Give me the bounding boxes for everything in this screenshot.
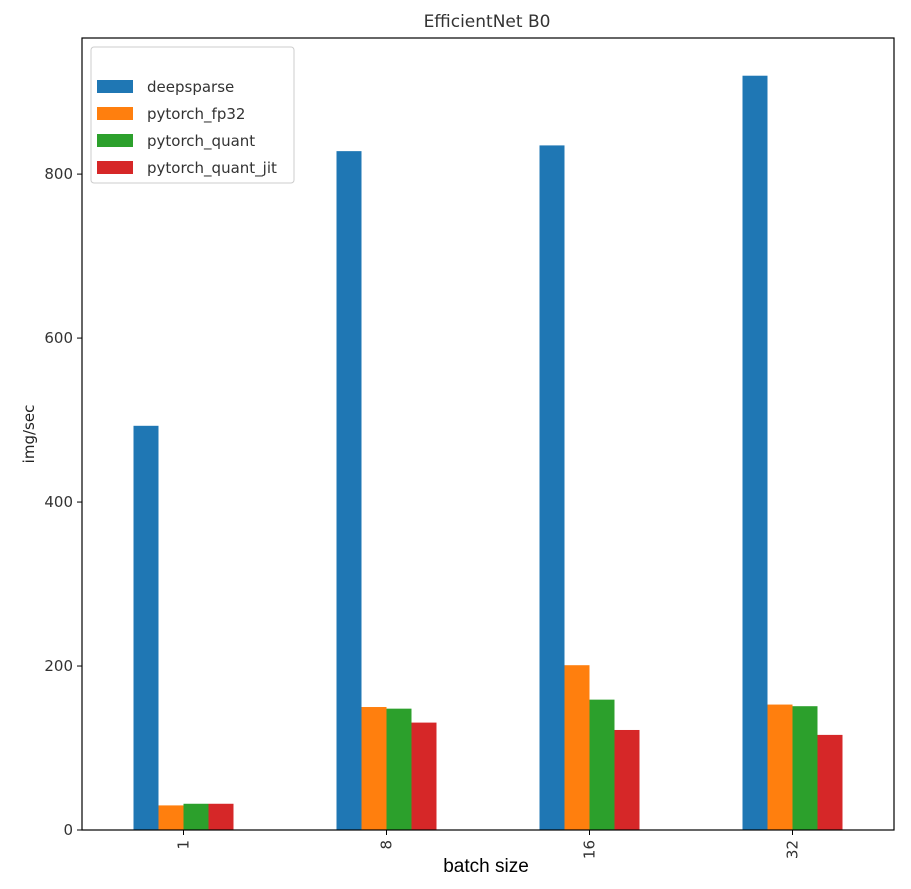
y-tick-label: 600 bbox=[44, 329, 73, 347]
legend-label: pytorch_quant bbox=[147, 132, 255, 151]
y-tick-label: 200 bbox=[44, 657, 73, 675]
x-tick-label: 32 bbox=[784, 840, 802, 859]
y-tick-label: 400 bbox=[44, 493, 73, 511]
legend-label: pytorch_fp32 bbox=[147, 105, 245, 124]
bar-pytorch-fp32-32 bbox=[767, 704, 793, 830]
x-tick-label: 1 bbox=[175, 840, 193, 850]
bar-pytorch-quant-jit-1 bbox=[208, 803, 234, 830]
plot-frame bbox=[81, 37, 895, 831]
legend-label: deepsparse bbox=[147, 78, 234, 96]
bar-pytorch-quant-jit-8 bbox=[411, 722, 437, 830]
bar-pytorch-quant-32 bbox=[792, 706, 818, 830]
legend-swatch bbox=[97, 107, 133, 120]
y-tick-label: 800 bbox=[44, 165, 73, 183]
bar-deepsparse-32 bbox=[742, 75, 768, 830]
legend-items: deepsparse pytorch_fp32 pytorch_quantpytor… bbox=[97, 78, 277, 178]
y-tick-label: 0 bbox=[63, 821, 73, 839]
legend-swatch bbox=[97, 134, 133, 147]
legend: deepsparse pytorch_fp32 pytorch_quantpytor… bbox=[90, 46, 295, 184]
bar-pytorch-quant-8 bbox=[386, 708, 412, 830]
bar-pytorch-quant-jit-32 bbox=[817, 734, 843, 830]
y-axis-title: img/sec bbox=[20, 405, 38, 464]
legend-frame bbox=[90, 46, 295, 184]
x-axis-title: batch size bbox=[443, 856, 529, 877]
x-axis: 1 8 16 32 bbox=[175, 830, 802, 859]
bar-pytorch-fp32-8 bbox=[361, 707, 387, 830]
bar-deepsparse-8 bbox=[336, 151, 362, 831]
x-tick-label: 16 bbox=[581, 840, 599, 859]
x-tick-label: 8 bbox=[378, 840, 396, 850]
legend-swatch bbox=[97, 161, 133, 174]
bars-layer bbox=[133, 75, 843, 831]
legend-label: pytorch_quant_jit bbox=[147, 159, 277, 178]
bar-pytorch-quant-1 bbox=[183, 803, 209, 830]
bar-pytorch-quant-jit-16 bbox=[614, 729, 640, 830]
legend-swatch bbox=[97, 80, 133, 93]
bar-pytorch-quant-16 bbox=[589, 699, 615, 830]
bar-pytorch-fp32-16 bbox=[564, 665, 590, 830]
bar-deepsparse-1 bbox=[133, 425, 159, 830]
chart-title: EfficientNet B0 bbox=[424, 12, 551, 32]
bar-pytorch-fp32-1 bbox=[158, 805, 184, 830]
bar-deepsparse-16 bbox=[539, 145, 565, 830]
y-axis: 0 200 400 600 800 bbox=[44, 165, 82, 839]
